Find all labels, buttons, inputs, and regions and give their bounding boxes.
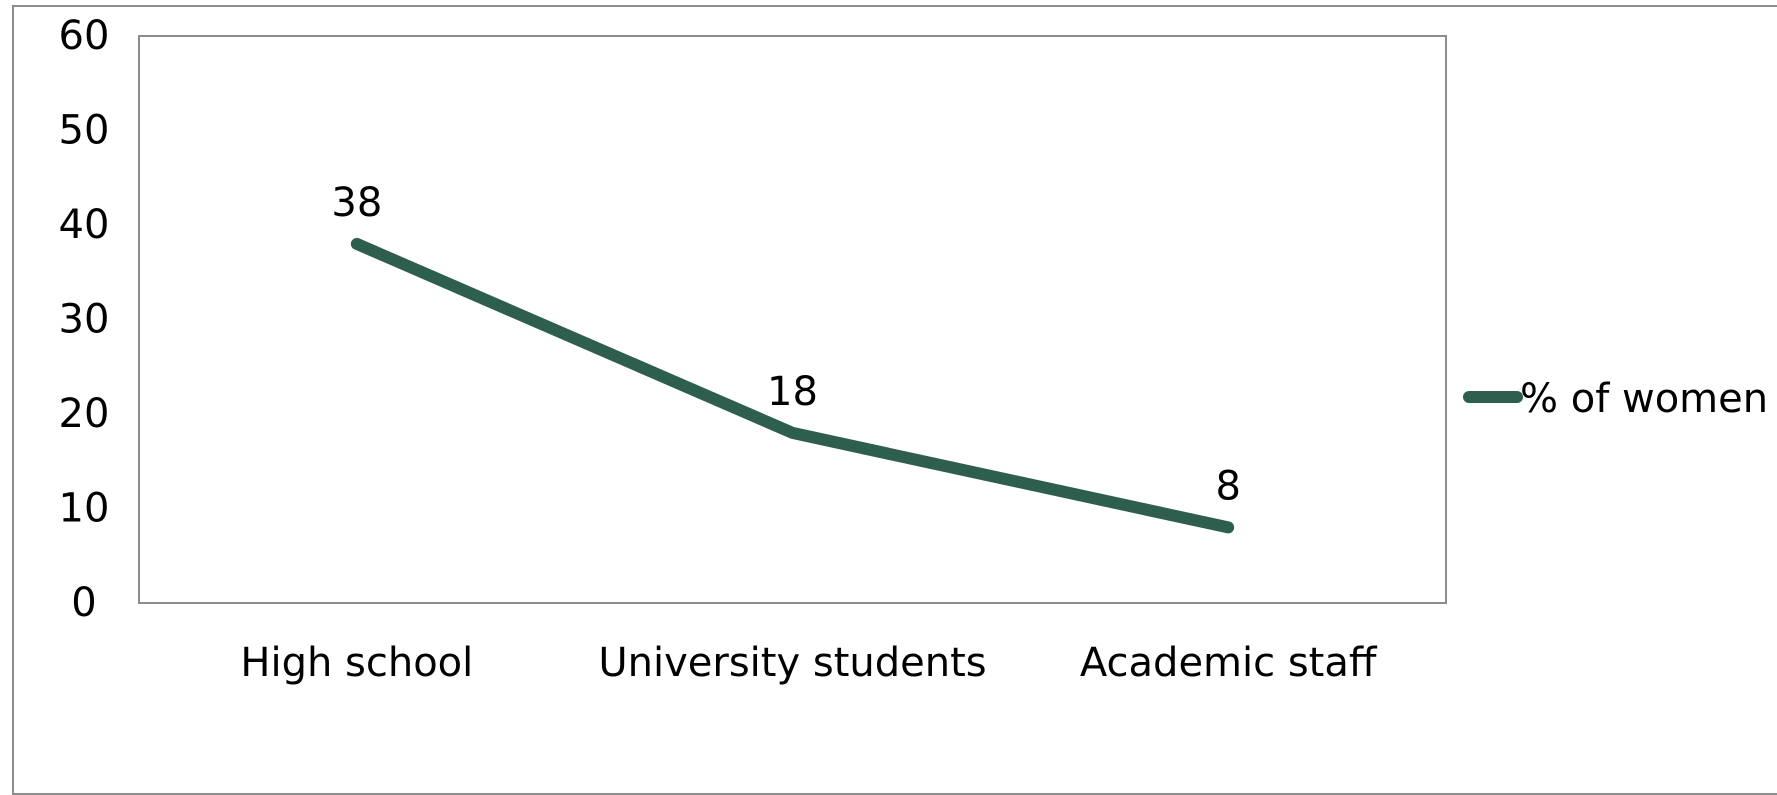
x-category-label: University students bbox=[598, 640, 986, 686]
data-labels: 38 18 8 bbox=[331, 180, 1241, 510]
y-tick-label: 10 bbox=[59, 486, 110, 532]
series-layer bbox=[350, 237, 1235, 534]
y-tick-label: 0 bbox=[71, 580, 96, 626]
x-axis-categories: High school University students Academic s… bbox=[240, 640, 1377, 686]
data-label: 18 bbox=[767, 369, 818, 415]
y-tick-label: 50 bbox=[59, 108, 110, 154]
x-category-label: High school bbox=[240, 640, 473, 686]
y-tick-label: 40 bbox=[59, 202, 110, 248]
y-tick-label: 30 bbox=[59, 297, 110, 343]
plot-area bbox=[138, 35, 1447, 604]
data-label: 8 bbox=[1215, 463, 1240, 509]
x-category-label: Academic staff bbox=[1080, 640, 1378, 686]
y-tick-label: 20 bbox=[59, 391, 110, 437]
series-line bbox=[350, 237, 1235, 534]
y-axis-ticks: 0 10 20 30 40 50 60 bbox=[59, 13, 110, 626]
legend: % of women bbox=[1463, 376, 1768, 422]
y-tick-label: 60 bbox=[59, 13, 110, 59]
data-label: 38 bbox=[331, 180, 382, 226]
legend-label: % of women bbox=[1520, 376, 1768, 422]
